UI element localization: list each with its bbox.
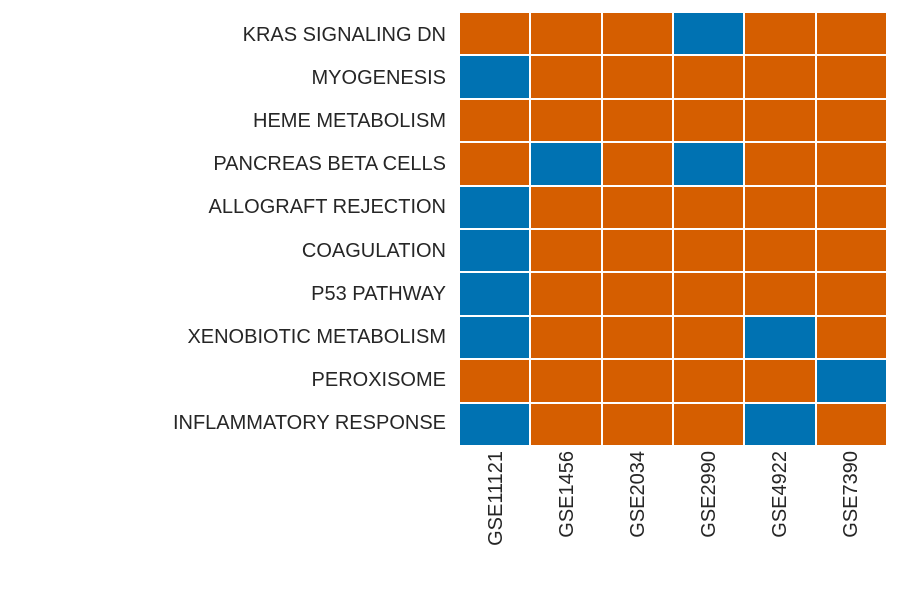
heatmap-cell xyxy=(531,13,601,55)
col-label-slot: GSE2034 xyxy=(602,451,673,596)
heatmap-cell xyxy=(602,13,672,55)
heatmap-cell xyxy=(745,99,815,142)
heatmap-column-labels: GSE11121 GSE1456 GSE2034 GSE2990 GSE4922 GSE7… xyxy=(460,451,886,596)
row-label: XENOBIOTIC METABOLISM xyxy=(187,326,446,349)
col-label: GSE11121 xyxy=(484,451,507,546)
col-label-slot: GSE1456 xyxy=(531,451,602,596)
heatmap-cell xyxy=(460,230,530,272)
row-label: PEROXISOME xyxy=(311,369,446,392)
heatmap-cell xyxy=(816,143,886,185)
col-label: GSE2990 xyxy=(697,451,720,538)
heatmap-cell xyxy=(816,56,886,98)
heatmap-cell xyxy=(531,99,601,142)
heatmap-cell xyxy=(460,186,530,228)
col-label: GSE7390 xyxy=(839,451,862,538)
heatmap-cell xyxy=(816,273,886,315)
col-label: GSE1456 xyxy=(555,451,578,538)
heatmap-cell xyxy=(460,360,530,402)
heatmap-cell xyxy=(816,403,886,445)
col-label: GSE2034 xyxy=(626,451,649,538)
row-label: PANCREAS BETA CELLS xyxy=(213,153,446,176)
heatmap-cell xyxy=(602,360,672,402)
heatmap-cell xyxy=(460,13,530,55)
heatmap-cell xyxy=(674,186,744,228)
heatmap-cell xyxy=(531,403,601,445)
heatmap-cell xyxy=(531,56,601,98)
heatmap-cell xyxy=(674,99,744,142)
heatmap-cell xyxy=(674,143,744,185)
heatmap-cell xyxy=(745,13,815,55)
row-label: P53 PATHWAY xyxy=(311,282,446,305)
heatmap-cell xyxy=(816,316,886,359)
heatmap-cell xyxy=(602,186,672,228)
heatmap-cell xyxy=(745,403,815,445)
heatmap-cell xyxy=(674,403,744,445)
heatmap-cell xyxy=(745,230,815,272)
heatmap-cell xyxy=(602,230,672,272)
row-label: COAGULATION xyxy=(301,239,446,262)
heatmap-cell xyxy=(674,13,744,55)
heatmap-cell xyxy=(460,273,530,315)
heatmap-cell xyxy=(745,186,815,228)
heatmap-cell xyxy=(460,403,530,445)
heatmap-cell xyxy=(460,316,530,359)
heatmap-cell xyxy=(602,316,672,359)
heatmap-cell xyxy=(460,143,530,185)
heatmap-cell xyxy=(531,316,601,359)
heatmap-cell xyxy=(602,99,672,142)
heatmap-cell xyxy=(674,230,744,272)
heatmap-cell xyxy=(816,99,886,142)
heatmap-cell xyxy=(816,360,886,402)
heatmap-cell xyxy=(460,99,530,142)
row-label: HEME METABOLISM xyxy=(253,110,446,132)
heatmap-cell xyxy=(674,56,744,98)
heatmap-row-labels: KRAS SIGNALING DN MYOGENESIS HEME METABOLI… xyxy=(0,13,452,445)
row-label: KRAS SIGNALING DN xyxy=(242,23,446,46)
heatmap-cell xyxy=(745,143,815,185)
heatmap-cell xyxy=(602,273,672,315)
col-label-slot: GSE11121 xyxy=(460,451,531,596)
heatmap-cell xyxy=(602,403,672,445)
row-label: MYOGENESIS xyxy=(311,66,446,89)
heatmap-cell xyxy=(460,56,530,98)
row-label: ALLOGRAFT REJECTION xyxy=(208,196,446,219)
heatmap-cell xyxy=(674,316,744,359)
row-label: INFLAMMATORY RESPONSE xyxy=(172,412,446,435)
col-label-slot: GSE4922 xyxy=(744,451,815,596)
heatmap-cell xyxy=(816,13,886,55)
heatmap-cell xyxy=(745,316,815,359)
heatmap-cell xyxy=(745,56,815,98)
heatmap-cell xyxy=(531,273,601,315)
heatmap-grid xyxy=(460,13,886,445)
heatmap-cell xyxy=(602,143,672,185)
heatmap-cell xyxy=(745,273,815,315)
heatmap-cell xyxy=(531,360,601,402)
heatmap-cell xyxy=(531,186,601,228)
col-label: GSE4922 xyxy=(768,451,791,538)
heatmap-cell xyxy=(602,56,672,98)
heatmap-cell xyxy=(745,360,815,402)
heatmap-cell xyxy=(531,143,601,185)
heatmap-cell xyxy=(816,186,886,228)
heatmap-cell xyxy=(816,230,886,272)
heatmap-cell xyxy=(531,230,601,272)
heatmap-cell xyxy=(674,273,744,315)
col-label-slot: GSE7390 xyxy=(815,451,886,596)
heatmap-cell xyxy=(674,360,744,402)
col-label-slot: GSE2990 xyxy=(673,451,744,596)
